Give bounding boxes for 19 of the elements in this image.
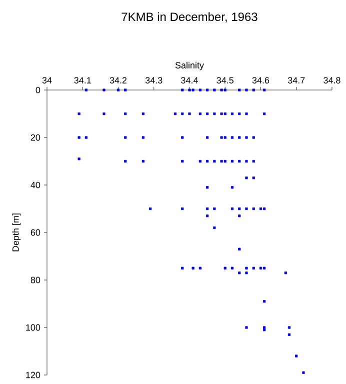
x-tick-label: 34.1	[74, 77, 91, 84]
y-axis-title: Depth [m]	[12, 214, 21, 252]
x-tick-label: 34.5	[216, 77, 234, 84]
y-tick-label: 120	[26, 372, 40, 378]
y-tick-label: 40	[30, 182, 40, 188]
y-tick-label: 20	[30, 134, 40, 141]
x-tick-label: 34.3	[145, 77, 162, 84]
y-tick-label: 60	[30, 229, 40, 236]
x-tick-label: 34.2	[110, 77, 127, 84]
x-tick-label: 34.8	[324, 77, 340, 84]
y-tick-label: 80	[30, 276, 40, 284]
x-tick-label: 34.6	[252, 77, 270, 84]
y-tick-label: 100	[26, 324, 40, 331]
chart-title: 7KMB in December, 1963	[122, 12, 258, 22]
x-axis-title: Salinity	[175, 62, 204, 70]
x-tick-label: 34.4	[181, 77, 198, 84]
x-tick-label: 34	[42, 77, 52, 84]
x-tick-label: 34.7	[288, 77, 305, 84]
y-tick-label: 0	[36, 86, 40, 94]
